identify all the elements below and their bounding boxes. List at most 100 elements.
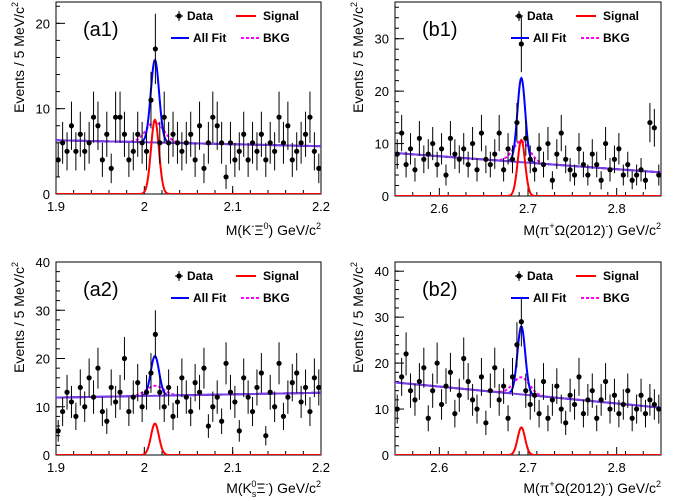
- data-point: [509, 156, 516, 162]
- y-tick-label: 40: [375, 264, 389, 279]
- signal-curve: [56, 118, 321, 194]
- data-point: [249, 408, 256, 415]
- data-point: [651, 125, 657, 131]
- data-point: [77, 384, 83, 391]
- data-point: [254, 148, 260, 154]
- data-point: [99, 408, 105, 415]
- data-point: [620, 172, 626, 178]
- x-tick-label: 2.6: [430, 201, 448, 216]
- data-point: [139, 404, 145, 410]
- data-point: [143, 148, 150, 154]
- y-tick-label: 10: [375, 402, 389, 417]
- y-tick-label: 20: [375, 356, 389, 371]
- legend-data-marker: [176, 273, 182, 279]
- data-point: [227, 140, 234, 146]
- x-tick-label: 2: [141, 199, 148, 214]
- data-point: [285, 394, 291, 400]
- data-point: [166, 384, 172, 391]
- data-point: [558, 130, 564, 136]
- data-point: [316, 165, 322, 171]
- data-point: [60, 140, 66, 146]
- data-point: [527, 401, 533, 408]
- legend-all-fit-label: All Fit: [193, 291, 226, 305]
- data-point: [496, 130, 502, 136]
- y-axis-label: Events / 5 MeV/c2: [349, 262, 366, 373]
- background-fit-line: [56, 391, 321, 399]
- data-point: [452, 411, 458, 417]
- y-tick-label: 30: [375, 310, 389, 325]
- data-point: [55, 428, 61, 434]
- data-point: [241, 131, 247, 137]
- data-point: [219, 418, 225, 424]
- y-tick-label: 20: [375, 84, 389, 99]
- chart-panel-4: 2.6 2.7 2.8 0 10 20 30 40 Events / 5 MeV/c2 M(π+Ω…: [349, 261, 662, 496]
- legend-all-fit-label: All Fit: [533, 291, 566, 305]
- x-tick-label: 2.8: [608, 201, 626, 216]
- data-point: [280, 140, 287, 146]
- data-point: [501, 383, 507, 389]
- data-point: [492, 151, 498, 157]
- data-point: [60, 408, 66, 415]
- data-point: [143, 389, 150, 395]
- data-point: [642, 177, 649, 183]
- legend-data-label: Data: [187, 9, 213, 23]
- data-point: [474, 167, 480, 173]
- data-point: [523, 135, 529, 141]
- data-point: [73, 413, 79, 419]
- x-tick-label: 2.1: [224, 199, 242, 214]
- data-point: [188, 131, 194, 137]
- data-point: [68, 399, 75, 405]
- data-point: [104, 131, 110, 137]
- data-point: [505, 146, 511, 152]
- data-point: [263, 157, 269, 163]
- y-tick-label: 20: [36, 352, 50, 367]
- data-point: [285, 123, 291, 129]
- data-point: [594, 415, 600, 421]
- data-point: [280, 413, 287, 419]
- data-point: [77, 131, 83, 137]
- data-point: [113, 114, 119, 120]
- data-point: [598, 177, 604, 183]
- data-point: [487, 388, 493, 394]
- data-point: [117, 114, 123, 120]
- data-point: [514, 342, 520, 348]
- y-tick-label: 0: [43, 187, 50, 202]
- data-point: [192, 157, 198, 163]
- data-point: [443, 383, 449, 389]
- legend-data-label: Data: [527, 9, 553, 23]
- data-point: [205, 140, 211, 146]
- legend-all-fit-label: All Fit: [193, 31, 226, 45]
- data-point: [611, 392, 618, 398]
- x-tick-label: 2.2: [312, 460, 330, 475]
- legend-data-label: Data: [187, 269, 213, 283]
- data-point: [602, 378, 609, 385]
- legend-data-marker: [176, 13, 182, 19]
- data-point: [307, 408, 313, 415]
- data-point: [126, 408, 132, 415]
- data-point: [219, 140, 225, 146]
- data-point: [302, 384, 309, 391]
- data-point: [629, 415, 635, 421]
- data-point: [241, 375, 247, 381]
- data-point: [611, 156, 618, 162]
- data-point: [196, 389, 203, 395]
- data-point: [571, 401, 578, 408]
- data-point: [438, 401, 445, 408]
- data-point: [214, 394, 220, 400]
- data-point: [620, 401, 626, 408]
- data-point: [474, 406, 480, 412]
- y-tick-label: 0: [382, 189, 389, 204]
- data-point: [607, 167, 613, 173]
- background-fit-line: [395, 381, 661, 409]
- data-point: [558, 406, 564, 412]
- data-point: [311, 375, 317, 381]
- fit-curves: [395, 76, 661, 196]
- data-point: [580, 411, 587, 417]
- data-point: [629, 177, 635, 183]
- data-point: [294, 148, 300, 154]
- data-point: [602, 140, 609, 147]
- data-point: [267, 140, 273, 146]
- data-point: [412, 167, 418, 173]
- x-axis-label: M(Ks0Ξ-) GeV/c2: [226, 479, 321, 499]
- data-point: [183, 140, 189, 146]
